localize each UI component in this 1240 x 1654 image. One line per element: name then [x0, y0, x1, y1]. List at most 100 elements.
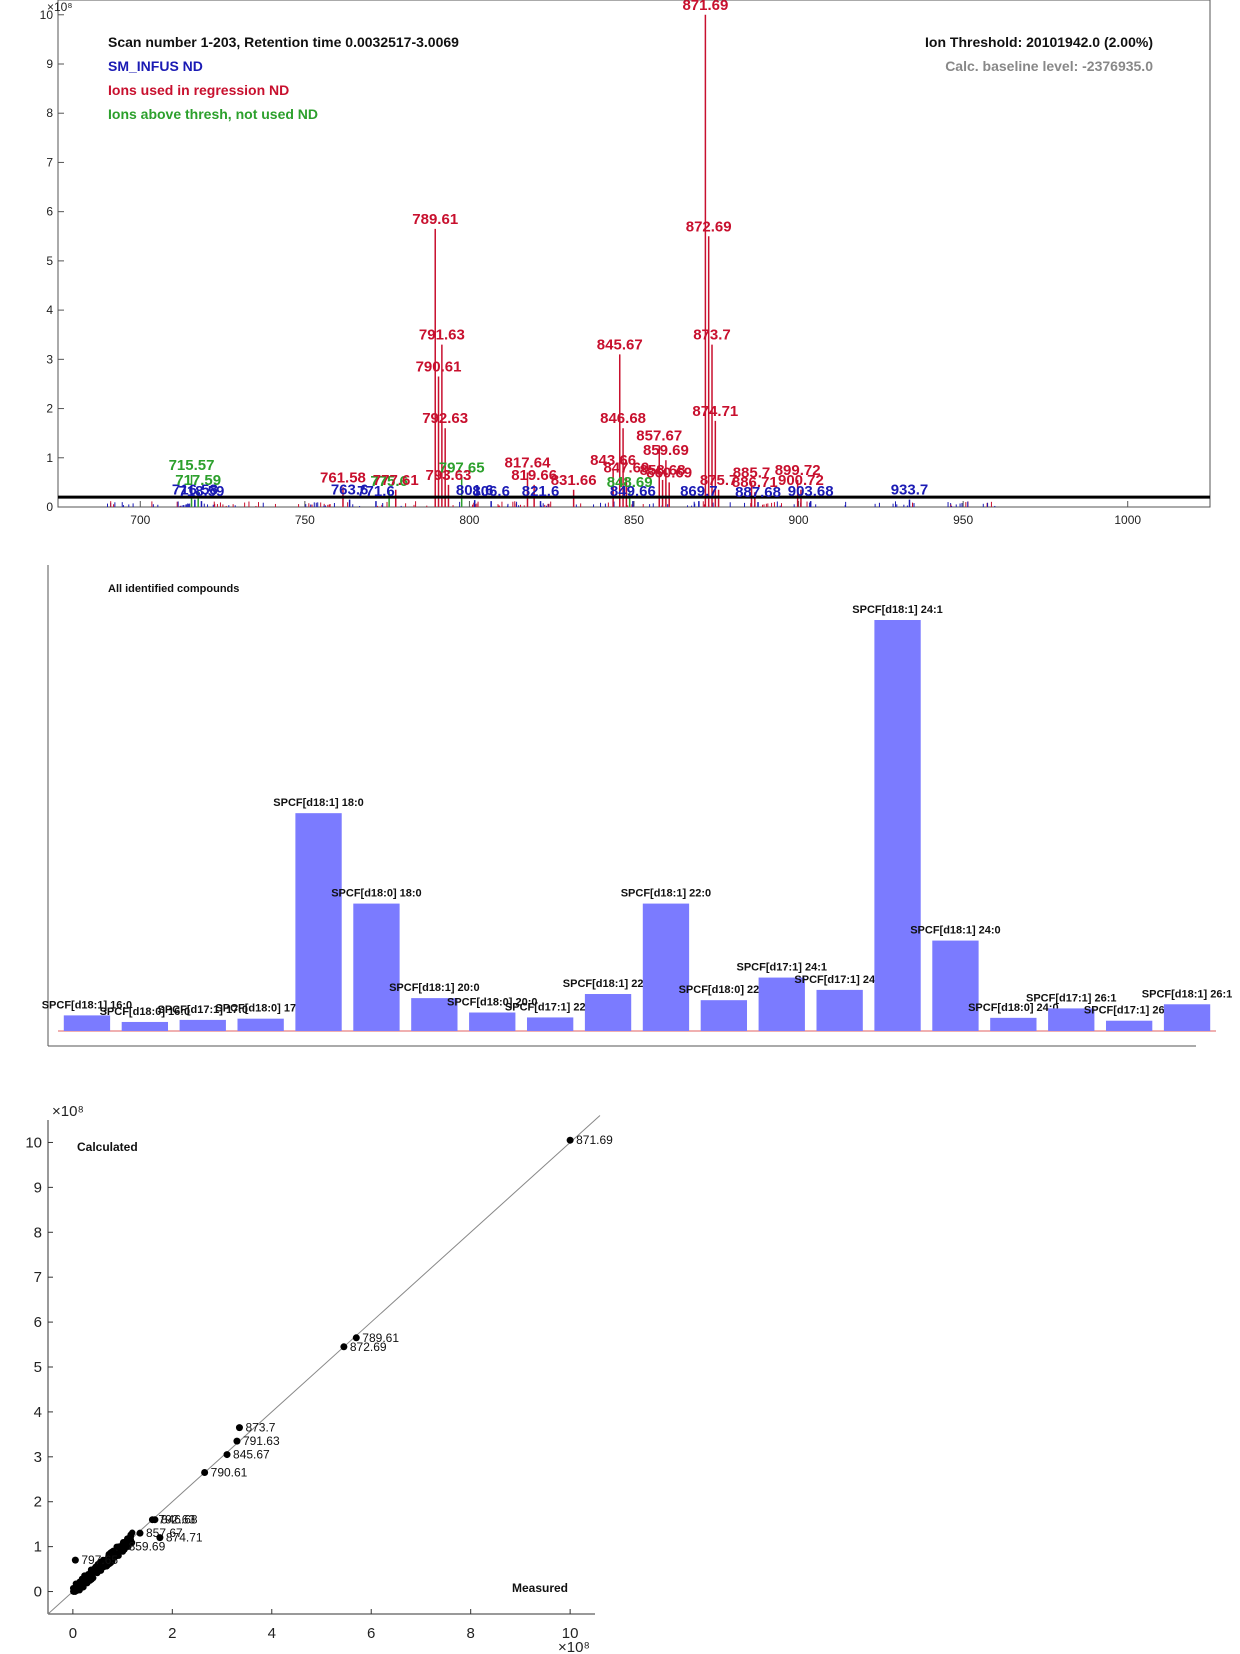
- bar: [932, 940, 979, 1031]
- y-tick-label: 1: [46, 451, 53, 465]
- x-tick-label: 750: [295, 513, 315, 527]
- y-tick-label: 6: [34, 1314, 42, 1331]
- bar-label: SPCF[d18:0] 22:0: [679, 984, 769, 996]
- regression-peak-label: 761.58: [320, 469, 366, 486]
- bar-label: SPCF[d18:1] 16:0: [42, 999, 132, 1011]
- scatter-point-label: 857.67: [146, 1526, 183, 1540]
- scatter-point-label: 859.69: [129, 1540, 166, 1554]
- bar-label: SPCF[d18:1] 22:0: [621, 888, 711, 900]
- scatter-point-label: 871.69: [576, 1133, 613, 1147]
- bar: [990, 1017, 1037, 1031]
- scatter-x-exponent: ×10⁸: [558, 1639, 590, 1654]
- spectrum-panel: 700 750 800 850 900 950 1000 0 1 2 3 4 5 6 7 8 9 10 716.5…: [40, 0, 1211, 527]
- y-tick-label: 1: [34, 1539, 42, 1556]
- scatter-point: [119, 1543, 127, 1551]
- x-tick-label: 800: [459, 513, 479, 527]
- x-tick-label: 900: [789, 513, 809, 527]
- bar: [700, 1000, 748, 1031]
- regression-peak-label: 885.7: [733, 464, 771, 481]
- scatter-xlabel: Measured: [512, 1581, 568, 1595]
- regression-peak-label: 845.67: [597, 336, 643, 353]
- x-tick-label: 4: [268, 1625, 276, 1642]
- bar: [874, 620, 921, 1031]
- x-tick-label: 10: [562, 1625, 579, 1642]
- above-thresh-peak-label: 775.6: [370, 473, 408, 490]
- bar: [411, 998, 458, 1031]
- infus-peak-label: 716.58: [172, 482, 218, 499]
- y-tick-label: 2: [46, 402, 53, 416]
- scatter-point: [340, 1343, 348, 1351]
- regression-peak-label: 819.66: [511, 467, 557, 484]
- y-tick-label: 0: [46, 500, 53, 514]
- scatter-point: [91, 1569, 98, 1576]
- regression-peak-label: 873.7: [693, 327, 731, 344]
- regression-peak-label: 886.71: [732, 474, 778, 491]
- regression-peak-label: 793.63: [426, 467, 472, 484]
- regression-peak-label: 872.69: [686, 218, 732, 235]
- y-tick-label: 4: [34, 1404, 42, 1421]
- bar-label: SPCF[d17:1] 17:0: [158, 1004, 248, 1016]
- regression-peak-label: 847.69: [603, 459, 649, 476]
- bar-label: SPCF[d18:1] 26:1: [1142, 988, 1232, 1000]
- bar-label: SPCF[d18:1] 20:0: [389, 982, 479, 994]
- bar: [642, 903, 690, 1031]
- infus-peak-label: 933.7: [891, 482, 929, 499]
- infus-peak-label: 869.7: [680, 483, 718, 500]
- scatter-point: [235, 1424, 243, 1432]
- ions-above-legend: Ions above thresh, not used ND: [108, 106, 318, 122]
- bar-panel: All identified compounds SPCF[d18:1] 16:…: [42, 565, 1232, 1047]
- scatter-ylabel: Calculated: [77, 1140, 138, 1154]
- scatter-point-label: 846.68: [161, 1513, 198, 1527]
- bar: [758, 977, 805, 1031]
- y-tick-label: 7: [46, 155, 53, 169]
- regression-peak-label: 859.69: [643, 442, 689, 459]
- regression-peak-label: 871.69: [682, 0, 728, 14]
- bar-label: SPCF[d17:1] 22:0: [505, 1001, 595, 1013]
- scatter-point-label: 792.63: [158, 1513, 195, 1527]
- regression-peak-label: 900.72: [778, 472, 824, 489]
- bar: [1105, 1020, 1153, 1031]
- bar-label: SPCF[d18:1] 22:1: [563, 978, 653, 990]
- y-tick-label: 9: [46, 57, 53, 71]
- infus-peak-label: 887.68: [735, 484, 781, 501]
- scatter-point: [352, 1334, 360, 1342]
- infus-peak-label: 806.6: [472, 483, 510, 500]
- x-tick-label: 850: [624, 513, 644, 527]
- infus-peak-label: 718.59: [179, 483, 225, 500]
- y-tick-label: 10: [25, 1134, 42, 1151]
- x-tick-label: 0: [69, 1625, 77, 1642]
- scatter-point-label: 797.65: [81, 1553, 118, 1567]
- y-tick-label: 5: [34, 1359, 42, 1376]
- regression-peak-label: 899.72: [775, 462, 821, 479]
- regression-peak-label: 874.71: [692, 403, 738, 420]
- scatter-point-label: 874.71: [166, 1531, 203, 1545]
- y-tick-label: 2: [34, 1494, 42, 1511]
- regression-peak-label: 860.69: [646, 464, 692, 481]
- bar-label: SPCF[d18:1] 24:1: [852, 604, 942, 616]
- infus-peak-label: 903.68: [788, 483, 834, 500]
- scatter-point: [85, 1574, 92, 1581]
- scatter-point: [136, 1529, 144, 1537]
- regression-peak-label: 777.61: [373, 472, 419, 489]
- regression-peak-label: 843.66: [590, 452, 636, 469]
- x-tick-label: 6: [367, 1625, 375, 1642]
- regression-peak-label: 792.63: [422, 410, 468, 427]
- y-tick-label: 3: [34, 1449, 42, 1466]
- bar: [237, 1018, 284, 1031]
- scatter-y-exponent: ×10⁸: [52, 1103, 84, 1120]
- scatter-point: [156, 1534, 164, 1542]
- infus-peak-label: 821.6: [522, 483, 560, 500]
- scatter-point-label: 791.63: [243, 1434, 280, 1448]
- spectrum-y-exponent: ×10⁸: [47, 0, 72, 14]
- bar: [121, 1021, 169, 1031]
- regression-peak-label: 790.61: [416, 359, 462, 376]
- infus-peak-label: 771.6: [357, 483, 395, 500]
- bar: [816, 989, 863, 1031]
- scatter-point-label: 872.69: [350, 1340, 387, 1354]
- x-tick-label: 700: [130, 513, 150, 527]
- y-tick-label: 6: [46, 205, 53, 219]
- infus-peak-label: 849.66: [610, 483, 656, 500]
- bar-label: SPCF[d18:0] 17:0: [215, 1003, 305, 1015]
